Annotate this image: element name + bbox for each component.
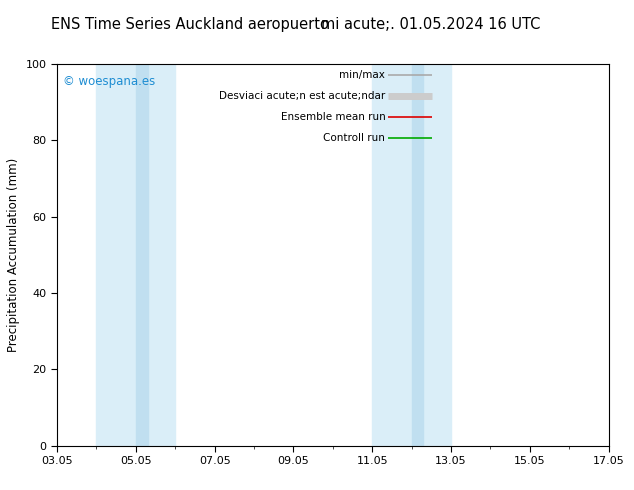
Text: Ensemble mean run: Ensemble mean run [280,112,385,122]
Text: mi acute;. 01.05.2024 16 UTC: mi acute;. 01.05.2024 16 UTC [321,17,541,32]
Text: © woespana.es: © woespana.es [63,75,155,88]
Y-axis label: Precipitation Accumulation (mm): Precipitation Accumulation (mm) [7,158,20,352]
Bar [372,64,451,446]
Bar [411,64,424,446]
Bar [96,64,175,446]
Bar [136,64,148,446]
Text: ENS Time Series Auckland aeropuerto: ENS Time Series Auckland aeropuerto [51,17,329,32]
Text: min/max: min/max [339,70,385,80]
Text: Controll run: Controll run [323,133,385,143]
Text: Desviaci acute;n est acute;ndar: Desviaci acute;n est acute;ndar [219,91,385,101]
